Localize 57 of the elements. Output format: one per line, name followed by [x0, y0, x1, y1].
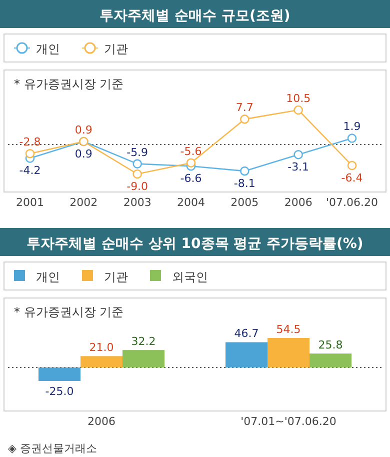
- x-tick-label: 2001: [16, 196, 44, 209]
- data-label: 21.0: [89, 341, 114, 354]
- data-label: -2.8: [19, 136, 41, 149]
- text: * 유가증권시장 기준: [14, 77, 124, 91]
- x-tick-label: '07.01~'07.06.20: [240, 415, 336, 428]
- x-tick-label: 2002: [70, 196, 98, 209]
- bar: [122, 350, 164, 368]
- x-tick-label: 2004: [177, 196, 205, 209]
- x-tick-label: 2005: [230, 196, 259, 209]
- point: [132, 159, 142, 168]
- data-label: 25.8: [318, 338, 343, 352]
- point: [347, 160, 357, 170]
- point: [294, 150, 303, 160]
- data-label: -25.0: [45, 385, 74, 398]
- point: [240, 114, 250, 124]
- data-label: -5.9: [126, 146, 148, 159]
- data-label: 7.7: [236, 101, 254, 114]
- data-label: 32.2: [131, 335, 156, 348]
- data-label: -4.2: [19, 164, 41, 178]
- bar: [80, 356, 122, 368]
- text: ◈ 증권선물거래소: [8, 442, 97, 455]
- x-tick-label: 2006: [284, 196, 312, 209]
- x-tick-label: '07.06.20: [326, 196, 378, 209]
- point: [25, 149, 35, 158]
- bar: [226, 342, 268, 368]
- title-banner: 투자주체별 순매수 상위 10종목 평균 주가등락률(%): [0, 228, 390, 256]
- chart-title: 투자주체별 순매수 상위 10종목 평균 주가등락률(%): [26, 236, 364, 252]
- data-label: -3.1: [288, 160, 310, 174]
- text: * 유가증권시장 기준: [14, 305, 124, 319]
- legend-label: 외국인: [172, 270, 208, 284]
- legend-label: 개인: [36, 270, 60, 284]
- data-label: 54.5: [276, 323, 301, 336]
- data-label: -5.6: [180, 144, 202, 158]
- x-tick-label: 2006: [88, 415, 116, 428]
- data-label: -6.4: [341, 171, 363, 184]
- x-tick-label: 2003: [123, 196, 152, 209]
- data-label: -8.1: [234, 177, 256, 190]
- chart-title: 투자주체별 순매수 규모(조원): [100, 8, 290, 24]
- data-label: 46.7: [234, 327, 259, 340]
- legend-label: 기관: [104, 270, 128, 284]
- data-label: 10.5: [286, 92, 311, 105]
- data-label: -9.0: [126, 180, 148, 193]
- bar: [38, 367, 80, 381]
- legend-label: 기관: [104, 42, 128, 56]
- bar: [268, 338, 310, 368]
- point: [347, 134, 357, 143]
- point: [240, 166, 250, 176]
- bar: [310, 354, 352, 368]
- point: [186, 158, 196, 168]
- data-label: 1.9: [343, 120, 361, 134]
- legend-label: 개인: [36, 42, 60, 56]
- point: [132, 169, 142, 179]
- data-label: 0.9: [74, 124, 92, 137]
- point: [294, 105, 303, 115]
- data-label: 0.9: [74, 148, 92, 161]
- data-label: -6.6: [180, 172, 202, 186]
- title-banner: 투자주체별 순매수 규모(조원): [0, 0, 390, 28]
